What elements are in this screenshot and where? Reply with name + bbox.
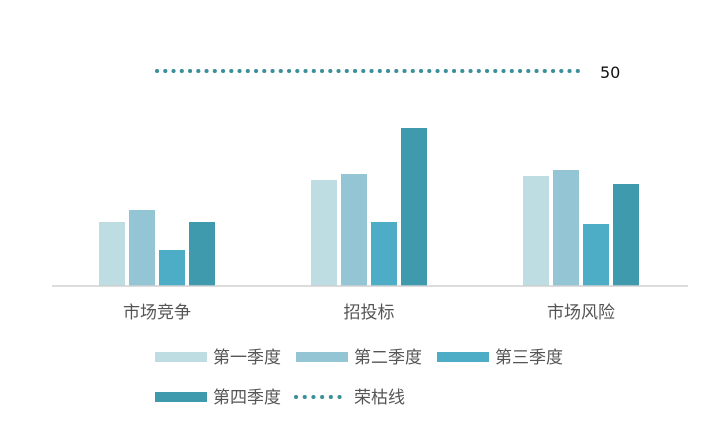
legend-label: 第一季度 xyxy=(213,348,281,368)
bar-1-3 xyxy=(159,250,185,286)
x-tick-label: 市场风险 xyxy=(547,303,615,323)
bar-1-1 xyxy=(99,222,125,286)
bar-3-4 xyxy=(613,184,639,286)
bar-2-3 xyxy=(371,222,397,286)
bar-2-2 xyxy=(341,174,367,286)
x-tick-labels: 市场竞争 招投标 市场风险 xyxy=(123,303,615,323)
x-tick-label: 招投标 xyxy=(344,303,395,323)
reference-line-group: 50 xyxy=(155,63,620,82)
bar-1-2 xyxy=(129,210,155,286)
legend-swatch-2 xyxy=(296,352,348,362)
bar-1-4 xyxy=(189,222,215,286)
legend-label: 第三季度 xyxy=(495,348,563,368)
legend-label: 荣枯线 xyxy=(354,388,405,408)
bar-2-4 xyxy=(401,128,427,286)
legend-swatch-3 xyxy=(437,352,489,362)
bar-3-1 xyxy=(523,176,549,286)
x-tick-label: 市场竞争 xyxy=(123,303,191,323)
legend-label: 第四季度 xyxy=(213,388,281,408)
bar-2-1 xyxy=(311,180,337,286)
reference-line-label: 50 xyxy=(600,63,620,82)
legend-swatch-1 xyxy=(155,352,207,362)
legend-label: 第二季度 xyxy=(354,348,422,368)
bar-3-2 xyxy=(553,170,579,286)
legend-swatch-4 xyxy=(155,392,207,402)
bar-3-3 xyxy=(583,224,609,286)
bars-layer xyxy=(99,128,639,286)
